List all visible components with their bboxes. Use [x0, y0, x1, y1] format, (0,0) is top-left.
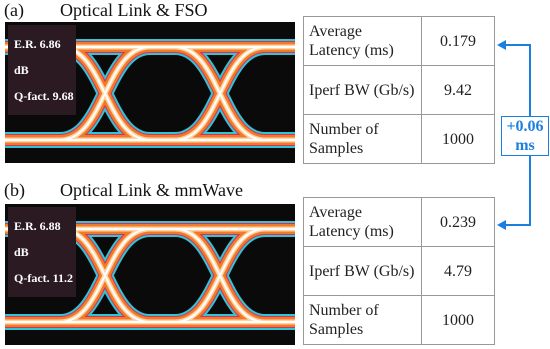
row-value: 9.42: [422, 66, 495, 115]
row-value: 0.179: [422, 17, 495, 66]
metrics-table: Average Latency (ms)0.239 Iperf BW (Gb/s…: [303, 197, 495, 345]
panel-label: (b): [4, 180, 60, 201]
row-label: Number of Samples: [304, 115, 422, 164]
panel-heading: Optical Link & FSO: [60, 0, 208, 21]
row-label: Number of Samples: [304, 296, 422, 345]
metrics-table: Average Latency (ms)0.179 Iperf BW (Gb/s…: [303, 16, 495, 164]
row-value: 1000: [422, 115, 495, 164]
difference-unit: ms: [502, 136, 548, 155]
panel-heading: Optical Link & mmWave: [60, 180, 243, 201]
row-label: Iperf BW (Gb/s): [304, 66, 422, 115]
row-value: 4.79: [422, 247, 495, 296]
row-label: Average Latency (ms): [304, 198, 422, 247]
q-factor: Q-fact. 11.2: [14, 265, 76, 291]
panel-title: (b)Optical Link & mmWave: [4, 180, 243, 201]
difference-value: +0.06: [502, 117, 548, 136]
extinction-ratio: E.R. 6.86 dB: [14, 31, 76, 83]
row-value: 0.239: [422, 198, 495, 247]
row-label: Iperf BW (Gb/s): [304, 247, 422, 296]
panel-title: (a)Optical Link & FSO: [4, 0, 208, 21]
row-value: 1000: [422, 296, 495, 345]
row-label: Average Latency (ms): [304, 17, 422, 66]
extinction-ratio: E.R. 6.88 dB: [14, 213, 76, 265]
panel-label: (a): [4, 0, 60, 21]
q-factor: Q-fact. 9.68: [14, 83, 76, 109]
page: (a)Optical Link & FSO (b)Optical Link & …: [0, 0, 550, 349]
